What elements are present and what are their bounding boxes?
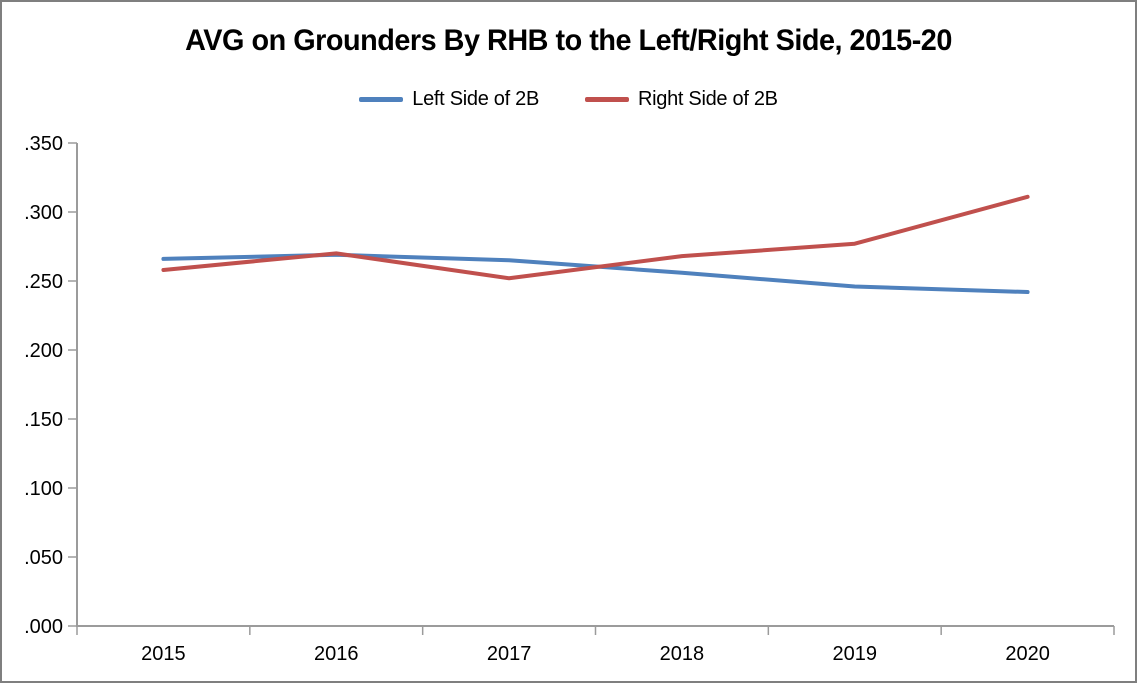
y-tick-label: .050 (24, 547, 63, 569)
series-line-left-side-of-2b (161, 252, 1030, 295)
legend-swatch-right-side-of-2b (584, 97, 629, 102)
legend-label: Left Side of 2B (412, 88, 539, 110)
chart-legend: Left Side of 2B Right Side of 2B (2, 88, 1135, 111)
legend-item-left-side-of-2b: Left Side of 2B (359, 88, 539, 111)
y-tick-label: .350 (24, 133, 63, 155)
legend-item-right-side-of-2b: Right Side of 2B (584, 88, 778, 111)
y-tick-label: .000 (24, 616, 63, 638)
y-tick-label: .150 (24, 409, 63, 431)
legend-label: Right Side of 2B (637, 88, 778, 110)
series-line-right-side-of-2b (161, 194, 1030, 281)
x-tick-label: 2015 (141, 643, 186, 665)
x-tick-label: 2017 (487, 643, 532, 665)
y-tick-label: .200 (24, 340, 63, 362)
x-tick-label: 2019 (833, 643, 878, 665)
x-tick-label: 2018 (660, 643, 705, 665)
x-tick-label: 2016 (314, 643, 359, 665)
y-tick-label: .100 (24, 478, 63, 500)
y-tick-label: .300 (24, 202, 63, 224)
x-tick-label: 2020 (1005, 643, 1050, 665)
legend-swatch-left-side-of-2b (359, 97, 404, 102)
chart-title: AVG on Grounders By RHB to the Left/Righ… (185, 24, 952, 57)
y-tick-label: .250 (24, 271, 63, 293)
